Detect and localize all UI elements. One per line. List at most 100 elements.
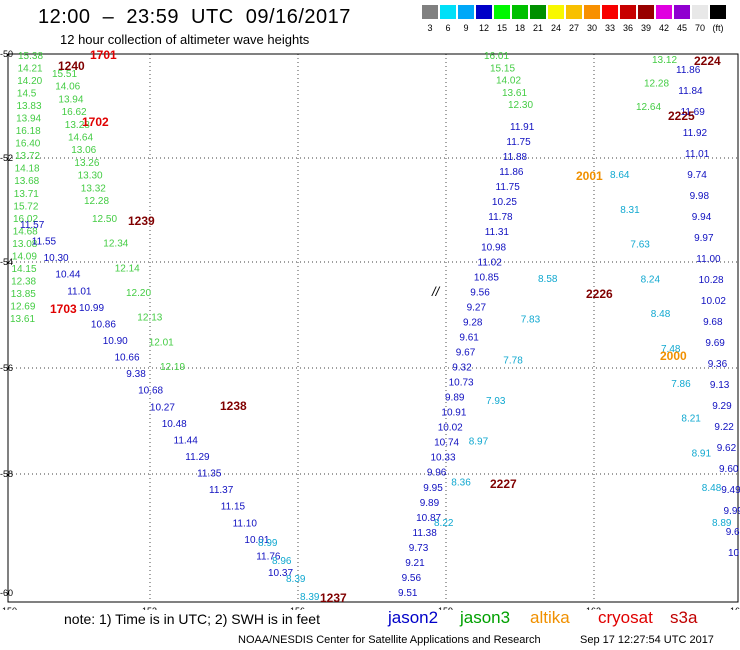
jason3-swh: 14.06 — [55, 82, 80, 93]
jason3-swh: 16.62 — [62, 107, 87, 118]
jason2-swh: 9.36 — [708, 359, 728, 370]
jason2-swh: 10.02 — [438, 423, 463, 434]
jason2-swh: 9.28 — [463, 317, 483, 328]
legend-s3a: s3a — [670, 608, 698, 627]
scale-swatch — [440, 5, 456, 19]
scale-label: (ft) — [712, 23, 724, 33]
lon-tick: 150 — [2, 606, 17, 610]
jason2-swh: 9.98 — [690, 191, 710, 202]
footnote: note: 1) Time is in UTC; 2) SWH is in fe… — [64, 611, 320, 627]
jason2-swh: 10.30 — [44, 253, 69, 264]
jason2-swh: 11.91 — [510, 122, 535, 133]
scale-swatch — [566, 5, 582, 19]
jason2-swh: 10.90 — [103, 336, 128, 347]
jason2-swh: 11.01 — [685, 149, 710, 160]
jason2-swh: 9.51 — [398, 588, 418, 599]
jason2-swh: 11.75 — [506, 137, 531, 148]
jason2-swh: 10.25 — [492, 197, 517, 208]
scale-label: 33 — [604, 23, 615, 33]
jason3-swh: 13.94 — [16, 114, 41, 125]
jason3-swh: 16.18 — [16, 126, 41, 137]
jason3-swh: 12.13 — [137, 313, 162, 324]
lat-tick: -58 — [0, 469, 13, 479]
pass-id: 2224 — [694, 54, 721, 68]
jason3-swh: 13.12 — [652, 55, 677, 66]
jason2-swh: 11.57 — [20, 220, 45, 231]
pass-id: 1240 — [58, 59, 85, 73]
pass-id: 1239 — [128, 214, 155, 228]
jason2-swh: 11.86 — [676, 65, 701, 76]
jason2-swh: 9.97 — [694, 233, 714, 244]
jason2-swh: 11.86 — [499, 167, 524, 178]
scale-label: 21 — [532, 23, 543, 33]
pass-id: 2227 — [490, 477, 517, 491]
pass-id: 1238 — [220, 399, 247, 413]
jason3-swh: 15.72 — [13, 201, 38, 212]
jason2-swh: 10.44 — [55, 270, 80, 281]
map-mark: // — [431, 284, 441, 299]
legend-jason2: jason2 — [388, 608, 439, 627]
jason3-swh: 13.68 — [14, 176, 39, 187]
jason3-swh: 16.40 — [15, 139, 40, 150]
jason3-swh: 12.34 — [103, 239, 128, 250]
scale-swatch — [692, 5, 708, 19]
jason3-swh: 12.30 — [508, 100, 533, 111]
lat-tick: -52 — [0, 153, 13, 163]
observation-labels: 15.3814.2114.2014.513.8313.9416.1816.401… — [10, 50, 740, 605]
jason2-swh: 11.00 — [696, 254, 721, 265]
scale-swatch — [710, 5, 726, 19]
page-subtitle: 12 hour collection of altimeter wave hei… — [60, 32, 310, 47]
scale-label: 12 — [478, 23, 489, 33]
scale-swatch — [656, 5, 672, 19]
jason2-swh: 10.7 — [728, 548, 740, 559]
legend-cryosat: cryosat — [598, 608, 653, 627]
jason3-swh: 14.15 — [12, 264, 37, 275]
jason2-swh: 11.69 — [681, 107, 706, 118]
pass-id: 1701 — [90, 50, 117, 62]
altika-swh: 8.39 — [286, 574, 306, 585]
jason2-swh: 11.15 — [221, 502, 246, 513]
altika-swh: 7.86 — [671, 379, 691, 390]
jason2-swh: 10.98 — [481, 242, 506, 253]
pass-id: 1702 — [82, 115, 109, 129]
jason2-swh: 9.68 — [703, 317, 723, 328]
jason2-swh: 11.29 — [185, 452, 210, 463]
jason2-swh: 10.48 — [162, 419, 187, 430]
jason2-swh: 9.29 — [712, 401, 732, 412]
altika-swh: 8.48 — [651, 309, 671, 320]
altika-swh: 8.24 — [641, 274, 661, 285]
altika-swh: 8.36 — [451, 477, 471, 488]
jason2-swh: 10.66 — [115, 353, 140, 364]
jason2-swh: 9.89 — [445, 393, 465, 404]
jason3-swh: 12.50 — [92, 214, 117, 225]
jason3-swh: 13.06 — [71, 145, 96, 156]
wave-height-map: 150 153 156 159 162 165 -50 -52 -54 -56 -58 -60 15.… — [0, 50, 740, 610]
jason3-swh: 12.28 — [644, 79, 669, 90]
axis-labels: 150 153 156 159 162 165 -50 -52 -54 -56 -58 -60 — [0, 50, 740, 610]
jason3-swh: 12.14 — [115, 263, 140, 274]
pass-id: 2001 — [576, 169, 603, 183]
jason2-swh: 10.27 — [150, 402, 175, 413]
jason3-swh: 13.08 — [12, 239, 37, 250]
jason3-swh: 14.02 — [496, 76, 521, 87]
jason2-swh: 10.01 — [244, 535, 269, 546]
jason2-swh: 9.60 — [719, 464, 739, 475]
altika-swh: 8.21 — [681, 414, 701, 425]
altika-swh: 8.39 — [300, 592, 320, 603]
jason2-swh: 10.33 — [431, 453, 456, 464]
jason2-swh: 10.86 — [91, 319, 116, 330]
pass-id: 2225 — [668, 109, 695, 123]
jason3-swh: 13.61 — [10, 314, 35, 325]
lat-tick: -60 — [0, 588, 13, 598]
altika-swh: 8.64 — [610, 170, 630, 181]
jason3-swh: 14.20 — [17, 76, 42, 87]
jason2-swh: 9.67 — [456, 348, 476, 359]
jason3-swh: 13.28 — [65, 120, 90, 131]
scale-swatch — [602, 5, 618, 19]
jason3-swh: 14.68 — [13, 226, 38, 237]
jason2-swh: 11.01 — [67, 286, 92, 297]
lon-tick: 153 — [142, 606, 157, 610]
jason3-swh: 12.69 — [10, 302, 35, 313]
jason3-swh: 14.18 — [15, 164, 40, 175]
jason2-swh: 11.76 — [256, 551, 281, 562]
